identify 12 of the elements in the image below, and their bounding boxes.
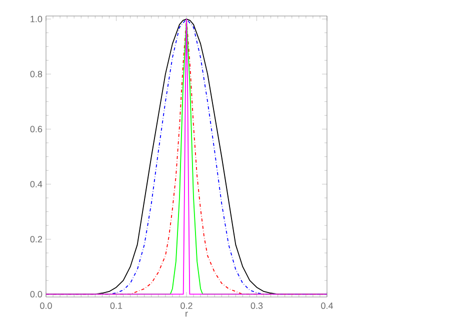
x-tick-label: 0.1 <box>110 302 122 309</box>
y-tick-label: 0.2 <box>30 236 42 242</box>
x-tick-label: 0.3 <box>250 302 263 309</box>
y-tick-label: 0.6 <box>30 126 42 132</box>
x-tick-label: 0.2 <box>180 302 192 309</box>
x-tick-label: 0.0 <box>40 302 52 309</box>
x-tick-label: 0.4 <box>321 302 333 309</box>
y-tick-label: 0.4 <box>30 180 42 188</box>
y-tick-label: 0.0 <box>30 291 42 298</box>
y-tick-label: 1.0 <box>30 16 42 22</box>
x-axis-title: r <box>186 312 188 317</box>
y-tick-label: 0.8 <box>30 70 42 78</box>
